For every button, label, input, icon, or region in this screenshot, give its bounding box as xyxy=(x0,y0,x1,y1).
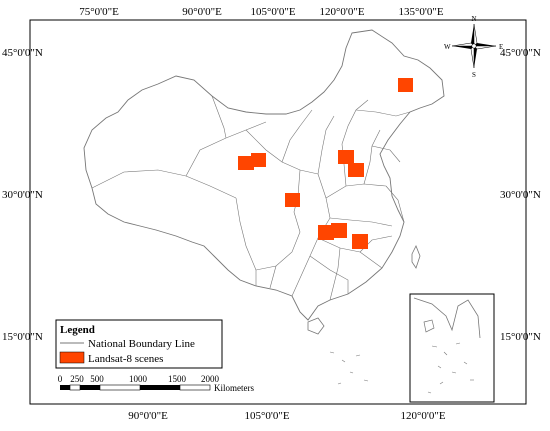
south-sea-islets xyxy=(329,351,369,385)
landsat-scene-8 xyxy=(331,223,347,238)
left-label-15n: 15°0'0"N xyxy=(2,331,43,343)
inset-coastline xyxy=(413,297,481,339)
compass-w: W xyxy=(444,43,451,51)
landsat-scene-9 xyxy=(352,234,368,249)
hainan-island xyxy=(307,317,325,335)
inset-islets xyxy=(427,342,474,394)
landsat-scene-5 xyxy=(348,163,364,177)
landsat-scene-4 xyxy=(338,150,354,164)
compass-e: E xyxy=(499,43,503,51)
bottom-label-90e: 90°0'0"E xyxy=(128,410,168,422)
scale-tick-0: 0 xyxy=(58,374,63,384)
left-label-45n: 45°0'0"N xyxy=(2,47,43,59)
scale-tick-1500: 1500 xyxy=(168,374,187,384)
inset-island xyxy=(423,319,435,333)
compass-n: N xyxy=(471,15,476,23)
top-label-90e: 90°0'0"E xyxy=(182,6,222,18)
right-label-30n: 30°0'0"N xyxy=(500,189,541,201)
bottom-label-105e: 105°0'0"E xyxy=(244,410,289,422)
landsat-scene-2 xyxy=(238,156,254,170)
landsat-scenes xyxy=(238,78,413,249)
scale-bar: 0 250 500 1000 1500 2000 Kilometers xyxy=(58,374,255,393)
top-label-135e: 135°0'0"E xyxy=(398,6,443,18)
top-label-120e: 120°0'0"E xyxy=(319,6,364,18)
compass-s: S xyxy=(472,71,476,79)
south-china-sea-inset xyxy=(409,293,495,403)
legend-scene-label: Landsat-8 scenes xyxy=(88,353,163,365)
landsat-scene-7 xyxy=(318,225,334,240)
legend: Legend National Boundary Line Landsat-8 … xyxy=(55,319,223,369)
legend-title: Legend xyxy=(60,324,95,336)
inset-frame xyxy=(409,293,495,403)
landsat-scene-3 xyxy=(251,153,266,167)
right-label-45n: 45°0'0"N xyxy=(500,47,541,59)
provincial-boundaries xyxy=(91,95,411,301)
top-label-75e: 75°0'0"E xyxy=(79,6,119,18)
right-label-15n: 15°0'0"N xyxy=(500,331,541,343)
north-arrow-icon: N S E W xyxy=(444,15,503,79)
landsat-scene-6 xyxy=(285,193,300,207)
scale-tick-2000: 2000 xyxy=(201,374,220,384)
top-label-105e: 105°0'0"E xyxy=(250,6,295,18)
taiwan-island xyxy=(411,245,421,269)
scale-tick-250: 250 xyxy=(70,374,84,384)
bottom-label-120e: 120°0'0"E xyxy=(400,410,445,422)
scale-tick-1000: 1000 xyxy=(129,374,148,384)
left-label-30n: 30°0'0"N xyxy=(2,189,43,201)
scale-unit: Kilometers xyxy=(214,383,254,393)
landsat-scene-1 xyxy=(398,78,413,92)
legend-boundary-label: National Boundary Line xyxy=(88,338,195,350)
legend-scene-symbol xyxy=(59,351,85,364)
scale-tick-500: 500 xyxy=(90,374,104,384)
